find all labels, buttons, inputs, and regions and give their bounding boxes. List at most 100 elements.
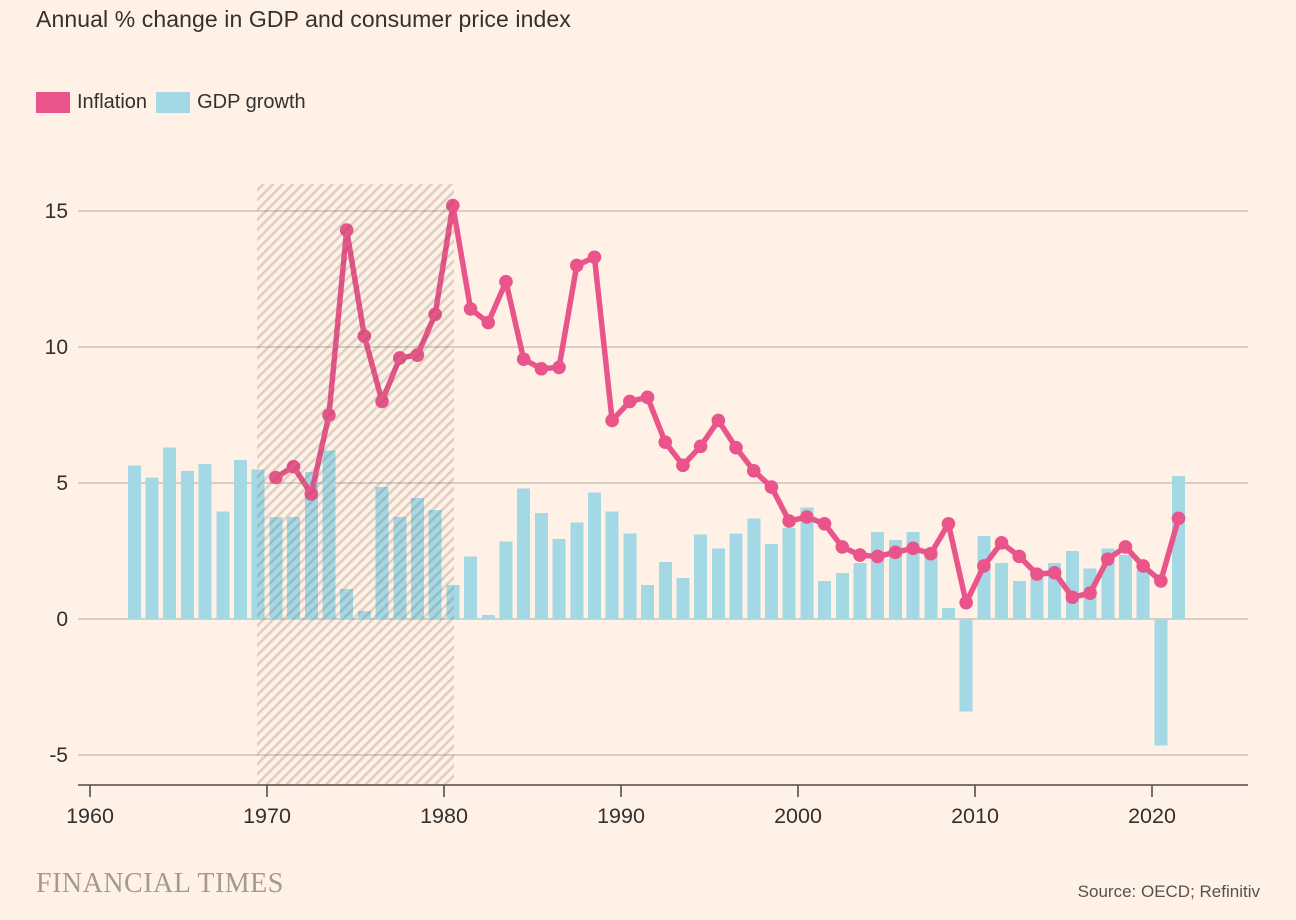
inflation-point — [870, 549, 885, 564]
inflation-point — [552, 360, 566, 375]
inflation-point — [481, 315, 496, 330]
inflation-point — [499, 274, 513, 289]
inflation-point — [569, 258, 584, 273]
stagflation-hatch-band — [257, 184, 454, 785]
inflation-point — [1012, 549, 1027, 564]
inflation-point — [1171, 511, 1186, 526]
x-tick-label: 1990 — [597, 804, 645, 828]
inflation-point — [800, 510, 814, 524]
gdp-growth-swatch-icon — [156, 92, 191, 113]
y-tick-label: 0 — [56, 608, 68, 631]
inflation-point — [463, 302, 478, 316]
x-tick-label: 2000 — [774, 804, 822, 828]
inflation-point — [817, 517, 832, 531]
inflation-point — [1154, 574, 1168, 588]
inflation-point — [1047, 565, 1062, 580]
chart-title: Annual % change in GDP and consumer pric… — [36, 6, 571, 32]
gdp-bar — [676, 578, 690, 619]
inflation-point — [959, 595, 973, 610]
gdp-bar — [180, 470, 194, 619]
legend-label-gdp-growth: GDP growth — [197, 91, 306, 113]
gdp-bar — [1030, 578, 1044, 619]
legend-item-gdp-growth: GDP growth — [156, 91, 306, 114]
inflation-point — [676, 458, 690, 473]
inflation-point — [782, 514, 796, 528]
chart-legend: Inflation GDP growth — [36, 91, 315, 114]
gdp-bar — [977, 536, 991, 619]
inflation-point — [941, 517, 956, 531]
inflation-point — [906, 541, 920, 556]
gdp-bar — [163, 447, 177, 619]
y-tick-label: 15 — [45, 200, 68, 223]
gdp-bar — [941, 608, 955, 619]
gdp-bar — [198, 463, 212, 619]
x-tick-label: 2020 — [1128, 804, 1176, 828]
gdp-bar — [605, 511, 619, 619]
gdp-bar — [747, 518, 761, 619]
inflation-point — [764, 480, 779, 494]
y-tick-label: 5 — [56, 472, 68, 495]
gdp-bar — [1065, 551, 1079, 619]
inflation-point — [1118, 540, 1133, 554]
gdp-bar — [1136, 570, 1150, 619]
inflation-point — [853, 548, 867, 562]
inflation-point — [640, 390, 655, 405]
gdp-bar — [464, 556, 478, 619]
inflation-point — [923, 546, 938, 561]
gdp-bar — [995, 563, 1009, 619]
x-tick-label: 2010 — [951, 804, 999, 828]
inflation-point — [729, 440, 743, 455]
x-tick-label: 1980 — [420, 804, 468, 828]
gdp-bar — [835, 572, 849, 619]
inflation-point — [605, 413, 619, 428]
gdp-bar — [127, 465, 141, 619]
inflation-point — [693, 439, 708, 454]
gdp-bar — [499, 541, 513, 619]
inflation-point — [1136, 559, 1150, 573]
inflation-point — [1065, 590, 1080, 605]
gdp-bar — [888, 540, 902, 619]
inflation-point — [711, 413, 726, 428]
gdp-bar — [1118, 555, 1132, 619]
gdp-bar — [517, 488, 531, 619]
inflation-point — [658, 435, 673, 450]
gdp-bar — [587, 492, 601, 619]
gdp-bar — [818, 580, 832, 619]
gdp-bar — [534, 512, 548, 619]
gdp-bar — [1012, 580, 1026, 619]
inflation-point — [623, 394, 637, 409]
gdp-bar — [782, 527, 796, 619]
inflation-point — [1030, 567, 1044, 581]
gdp-bar — [711, 548, 725, 619]
inflation-point — [977, 559, 991, 573]
source-note: Source: OECD; Refinitiv — [1077, 882, 1260, 901]
inflation-point — [994, 536, 1009, 550]
inflation-point — [888, 545, 903, 560]
x-tick-label: 1960 — [66, 804, 114, 828]
gdp-bar — [694, 534, 708, 619]
gdp-bar — [800, 507, 814, 619]
gdp-bar — [764, 544, 778, 619]
inflation-point — [835, 540, 850, 554]
legend-item-inflation: Inflation — [36, 91, 147, 114]
gdp-bar — [658, 561, 672, 619]
inflation-point — [534, 361, 549, 376]
financial-times-logo: FINANCIAL TIMES — [36, 868, 284, 899]
gdp-bar — [233, 459, 247, 619]
gdp-bar — [641, 585, 655, 619]
gdp-bar — [481, 614, 495, 619]
y-tick-label: 10 — [45, 336, 68, 359]
inflation-point — [587, 250, 602, 265]
gdp-bar — [853, 563, 867, 619]
x-tick-label: 1970 — [243, 804, 291, 828]
gdp-bar — [1172, 476, 1186, 619]
gdp-bar — [623, 533, 637, 619]
inflation-point — [746, 463, 761, 478]
gdp-bar — [552, 538, 566, 619]
gdp-bar — [145, 477, 159, 619]
gdp-bar — [959, 619, 973, 712]
gdp-bar — [924, 548, 938, 619]
legend-label-inflation: Inflation — [77, 91, 148, 113]
